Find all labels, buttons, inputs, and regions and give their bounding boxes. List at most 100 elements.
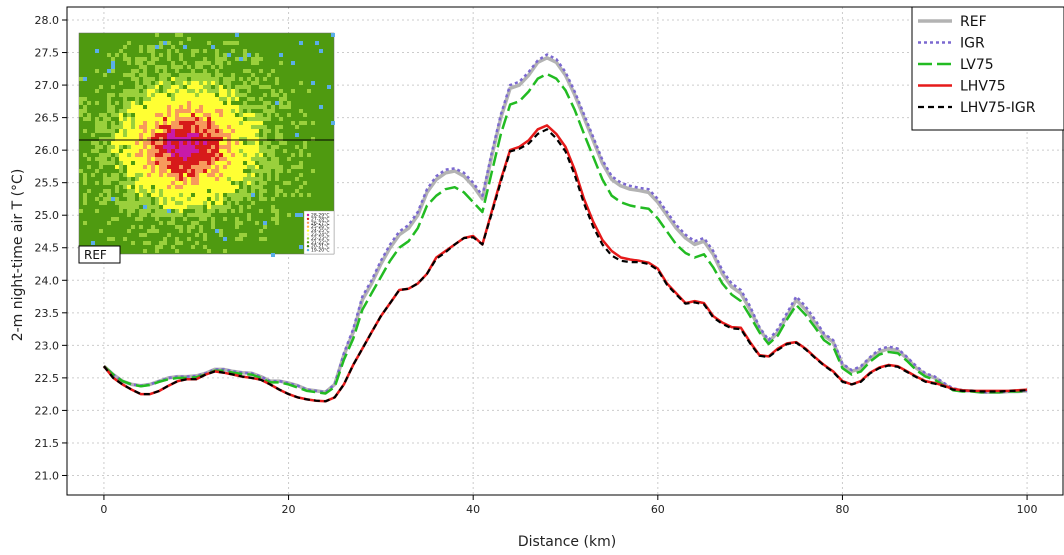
inset-cell [259, 229, 263, 233]
inset-cell [87, 101, 91, 105]
inset-cell [211, 101, 215, 105]
inset-cell [227, 189, 231, 193]
inset-cell [127, 61, 131, 65]
inset-cell [191, 105, 195, 109]
inset-cell [251, 161, 255, 165]
inset-cell [171, 205, 175, 209]
inset-cell [163, 213, 167, 217]
inset-cell [167, 121, 171, 125]
inset-cell [131, 165, 135, 169]
inset-cell [183, 133, 187, 137]
inset-cell [195, 81, 199, 85]
inset-cell [159, 77, 163, 81]
inset-cell [179, 181, 183, 185]
inset-cell [235, 149, 239, 153]
inset-cell [127, 125, 131, 129]
inset-cell [279, 61, 283, 65]
inset-cell [107, 53, 111, 57]
inset-cell [223, 53, 227, 57]
inset-cell [239, 161, 243, 165]
inset-cell [171, 137, 175, 141]
inset-cell [175, 33, 179, 37]
inset-cell [219, 73, 223, 77]
inset-cell [155, 141, 159, 145]
inset-cell [143, 109, 147, 113]
inset-cell [239, 165, 243, 169]
inset-cell [275, 193, 279, 197]
inset-cell [167, 149, 171, 153]
inset-cell [175, 173, 179, 177]
inset-cell [155, 85, 159, 89]
inset-cell [123, 173, 127, 177]
inset-cell [287, 157, 291, 161]
inset-cell [283, 97, 287, 101]
inset-cell [147, 61, 151, 65]
inset-cell [179, 185, 183, 189]
inset-cell [143, 81, 147, 85]
inset-cell [195, 125, 199, 129]
inset-cell [207, 249, 211, 253]
inset-cell [207, 213, 211, 217]
inset-cell [211, 145, 215, 149]
inset-cell [135, 121, 139, 125]
inset-cell [95, 181, 99, 185]
inset-cell [227, 177, 231, 181]
inset-cell [255, 81, 259, 85]
inset-cell [215, 81, 219, 85]
inset-cell [167, 117, 171, 121]
inset-cell [103, 137, 107, 141]
x-tick-label: 60 [651, 503, 665, 516]
legend-label-lv75: LV75 [960, 57, 994, 73]
inset-cell [239, 149, 243, 153]
inset-cell [163, 205, 167, 209]
inset-cell [263, 77, 267, 81]
inset-cell [127, 169, 131, 173]
inset-cell [111, 113, 115, 117]
inset-cell [183, 97, 187, 101]
inset-cell [279, 89, 283, 93]
inset-cell [187, 193, 191, 197]
inset-cell [279, 189, 283, 193]
inset-cell [179, 81, 183, 85]
inset-cell [147, 181, 151, 185]
inset-cell [147, 177, 151, 181]
inset-cell [255, 145, 259, 149]
inset-cell [155, 181, 159, 185]
inset-cell [215, 61, 219, 65]
inset-cell [223, 77, 227, 81]
inset-cell [219, 157, 223, 161]
inset-cell [231, 165, 235, 169]
inset-cell [179, 225, 183, 229]
inset-cell [103, 113, 107, 117]
inset-cell [251, 153, 255, 157]
inset-cell [227, 133, 231, 137]
inset-cell [139, 145, 143, 149]
inset-cell [207, 165, 211, 169]
inset-cell [207, 121, 211, 125]
inset-cell [103, 129, 107, 133]
inset-cell [115, 173, 119, 177]
inset-cell [155, 33, 159, 37]
inset-cell [223, 173, 227, 177]
inset-cell [151, 193, 155, 197]
inset-cell [259, 157, 263, 161]
inset-cell [103, 161, 107, 165]
inset-cell [159, 173, 163, 177]
inset-cell [231, 169, 235, 173]
inset-cell [247, 205, 251, 209]
inset-cell [99, 193, 103, 197]
inset-cell [223, 137, 227, 141]
inset-cell [263, 181, 267, 185]
inset-cell [151, 93, 155, 97]
inset-cell [155, 209, 159, 213]
inset-cell [255, 177, 259, 181]
inset-cell [143, 153, 147, 157]
inset-cell [167, 101, 171, 105]
inset-cell [111, 173, 115, 177]
inset-cell [307, 193, 311, 197]
inset-cell [259, 97, 263, 101]
inset-cell [91, 241, 95, 245]
inset-cell [211, 185, 215, 189]
inset-cell [163, 113, 167, 117]
inset-cell [271, 105, 275, 109]
